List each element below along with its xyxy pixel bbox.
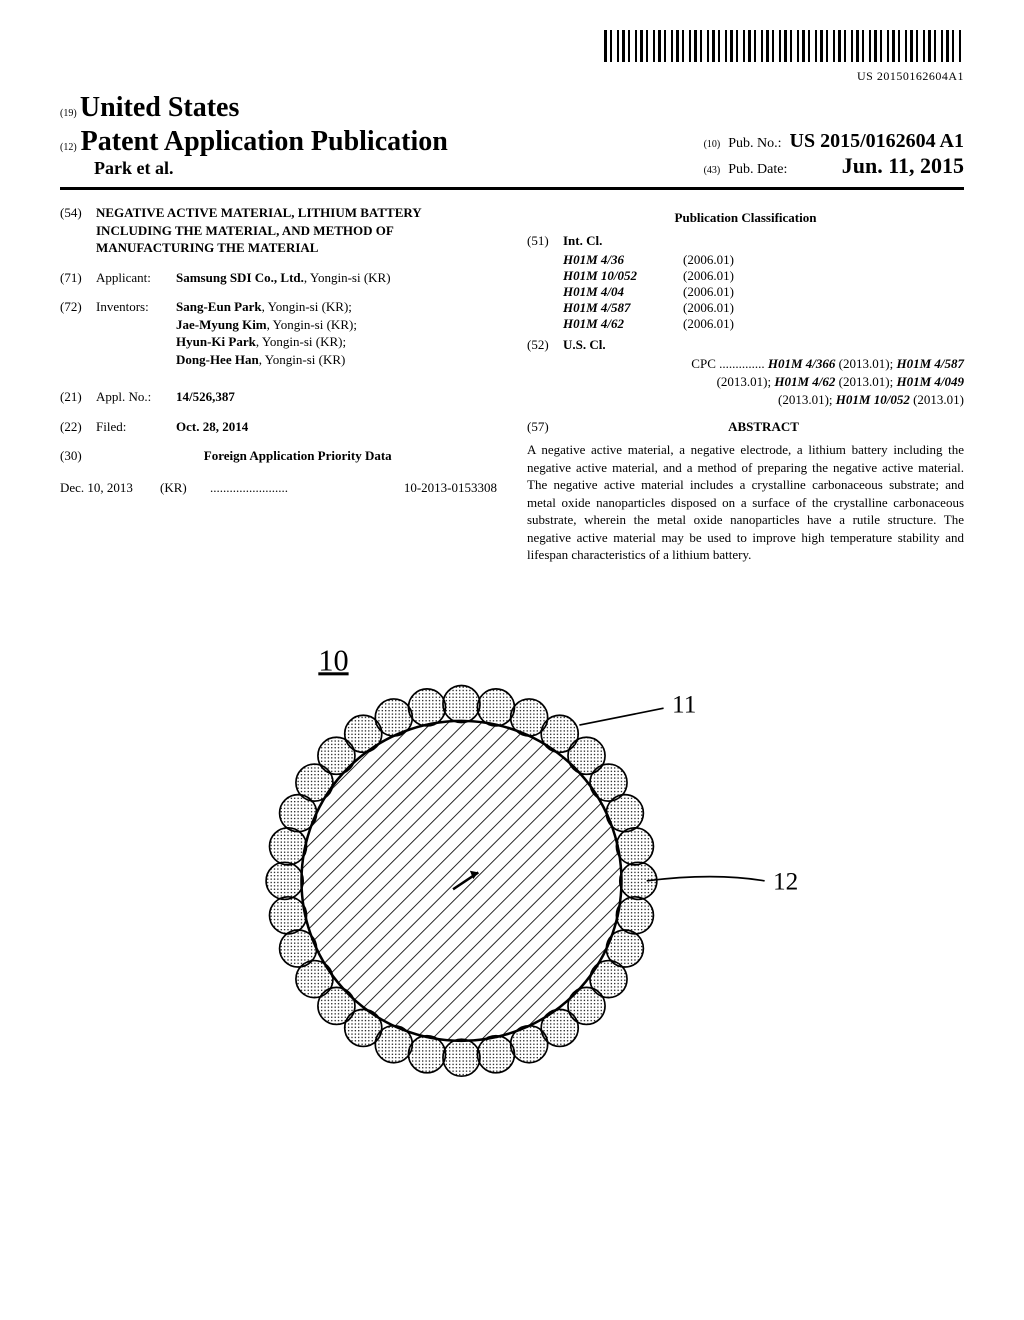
cpc-year: (2013.01) xyxy=(913,392,964,407)
code-12: (12) xyxy=(60,142,77,153)
nanoparticle xyxy=(443,686,480,723)
inventor-loc: , Yongin-si (KR) xyxy=(259,352,346,367)
patent-figure: 10 11 12 xyxy=(192,604,832,1124)
inventor-loc: , Yongin-si (KR); xyxy=(262,299,352,314)
intcl-table: H01M 4/36(2006.01) H01M 10/052(2006.01) … xyxy=(563,252,964,332)
applno-label: Appl. No.: xyxy=(96,388,176,406)
filed-label: Filed: xyxy=(96,418,176,436)
code-21: (21) xyxy=(60,388,96,406)
code-71: (71) xyxy=(60,269,96,287)
intcl-label: Int. Cl. xyxy=(563,233,602,248)
code-30: (30) xyxy=(60,447,96,465)
priority-country: (KR) xyxy=(160,479,210,497)
filed-date: Oct. 28, 2014 xyxy=(176,419,248,434)
publication-date: Jun. 11, 2015 xyxy=(842,153,964,179)
intcl-year: (2006.01) xyxy=(683,268,734,284)
intcl-code: H01M 4/04 xyxy=(563,284,683,300)
inventor-name: Dong-Hee Han xyxy=(176,352,259,367)
nanoparticle xyxy=(606,795,643,832)
inventor-name: Jae-Myung Kim xyxy=(176,317,267,332)
applicant-loc: , Yongin-si (KR) xyxy=(304,270,391,285)
applicant-name: Samsung SDI Co., Ltd. xyxy=(176,270,304,285)
publication-number: US 2015/0162604 A1 xyxy=(790,130,964,153)
invention-title: NEGATIVE ACTIVE MATERIAL, LITHIUM BATTER… xyxy=(96,204,497,257)
inventors-list: Sang-Eun Park, Yongin-si (KR); Jae-Myung… xyxy=(176,298,497,368)
code-10: (10) xyxy=(704,139,721,150)
nanoparticle xyxy=(477,689,514,726)
abstract-head: ABSTRACT xyxy=(728,419,799,434)
cpc-list: CPC .............. H01M 4/366 (2013.01);… xyxy=(563,355,964,410)
priority-date: Dec. 10, 2013 xyxy=(60,479,160,497)
cpc-code: H01M 4/366 xyxy=(768,356,836,371)
nanoparticle xyxy=(511,1026,548,1063)
nanoparticle xyxy=(375,699,412,736)
cpc-prefix: CPC .............. xyxy=(691,356,764,371)
inventor-name: Hyun-Ki Park xyxy=(176,334,256,349)
cpc-year: (2013.01); xyxy=(839,356,897,371)
code-57: (57) xyxy=(527,418,563,436)
priority-dots: ........................ xyxy=(210,479,404,497)
intcl-year: (2006.01) xyxy=(683,300,734,316)
intcl-code: H01M 4/62 xyxy=(563,316,683,332)
header-rule xyxy=(60,187,964,190)
cpc-code: H01M 10/052 xyxy=(836,392,910,407)
nanoparticle xyxy=(616,828,653,865)
nanoparticle xyxy=(280,930,317,967)
inventors-label: Inventors: xyxy=(96,298,176,368)
classification-head: Publication Classification xyxy=(527,210,964,226)
cpc-year: (2013.01); xyxy=(839,374,897,389)
nanoparticle xyxy=(408,689,445,726)
uscl-label: U.S. Cl. xyxy=(563,337,606,352)
code-52: (52) xyxy=(527,336,563,354)
leader-line-12 xyxy=(647,877,765,881)
leader-line-11 xyxy=(579,708,663,725)
code-54: (54) xyxy=(60,204,96,257)
cpc-year: (2013.01); xyxy=(717,374,775,389)
priority-number: 10-2013-0153308 xyxy=(404,479,497,497)
code-43: (43) xyxy=(704,165,721,176)
barcode-text: US 20150162604A1 xyxy=(60,69,964,84)
pubdate-label: Pub. Date: xyxy=(728,162,787,178)
code-22: (22) xyxy=(60,418,96,436)
intcl-code: H01M 4/587 xyxy=(563,300,683,316)
intcl-code: H01M 10/052 xyxy=(563,268,683,284)
inventor-name: Sang-Eun Park xyxy=(176,299,262,314)
barcode xyxy=(604,30,964,62)
inventor-loc: , Yongin-si (KR); xyxy=(256,334,346,349)
nanoparticle xyxy=(266,862,303,899)
figure-label-12: 12 xyxy=(773,867,798,895)
intcl-year: (2006.01) xyxy=(683,316,734,332)
country: United States xyxy=(80,92,239,123)
nanoparticle xyxy=(270,897,307,934)
figure-label-11: 11 xyxy=(672,690,696,718)
authors-line: Park et al. xyxy=(94,158,448,179)
nanoparticle xyxy=(616,897,653,934)
application-number: 14/526,387 xyxy=(176,389,235,404)
code-72: (72) xyxy=(60,298,96,368)
nanoparticle xyxy=(408,1036,445,1073)
priority-head: Foreign Application Priority Data xyxy=(99,447,496,465)
applicant-label: Applicant: xyxy=(96,269,176,287)
figure-label-10: 10 xyxy=(318,643,348,677)
pubno-label: Pub. No.: xyxy=(728,136,781,152)
cpc-code: H01M 4/049 xyxy=(896,374,964,389)
cpc-code: H01M 4/587 xyxy=(896,356,964,371)
nanoparticle xyxy=(477,1036,514,1073)
code-51: (51) xyxy=(527,232,563,250)
intcl-year: (2006.01) xyxy=(683,284,734,300)
abstract-text: A negative active material, a negative e… xyxy=(527,441,964,564)
code-19: (19) xyxy=(60,108,77,119)
intcl-code: H01M 4/36 xyxy=(563,252,683,268)
nanoparticle xyxy=(443,1039,480,1076)
intcl-year: (2006.01) xyxy=(683,252,734,268)
cpc-year: (2013.01); xyxy=(778,392,836,407)
cpc-code: H01M 4/62 xyxy=(774,374,835,389)
nanoparticle xyxy=(270,828,307,865)
publication-type: Patent Application Publication xyxy=(81,126,448,157)
inventor-loc: , Yongin-si (KR); xyxy=(267,317,357,332)
